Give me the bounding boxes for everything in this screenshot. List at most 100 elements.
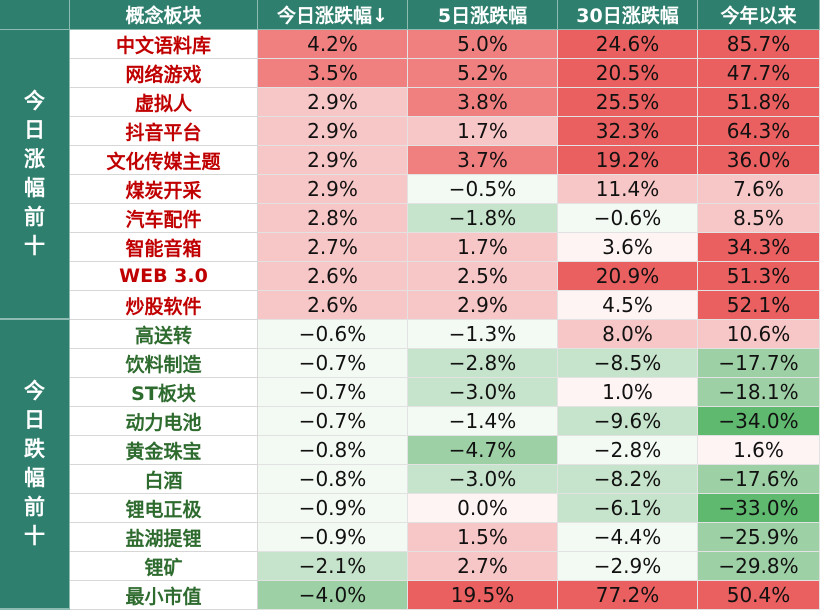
column-header: 概念板块 bbox=[70, 0, 258, 30]
value-cell: −2.8% bbox=[558, 436, 698, 465]
value-cell: 20.9% bbox=[558, 262, 698, 291]
value-cell: −3.0% bbox=[408, 465, 558, 494]
value-cell: −9.6% bbox=[558, 407, 698, 436]
value-cell: −6.1% bbox=[558, 494, 698, 523]
value-cell: 4.5% bbox=[558, 291, 698, 320]
value-cell: −0.8% bbox=[258, 436, 408, 465]
value-cell: −1.4% bbox=[408, 407, 558, 436]
value-cell: 47.7% bbox=[698, 59, 820, 88]
sector-name: 最小市值 bbox=[70, 581, 258, 610]
value-cell: 10.6% bbox=[698, 320, 820, 349]
value-cell: 19.5% bbox=[408, 581, 558, 610]
value-cell: 2.8% bbox=[258, 204, 408, 233]
group-label-char: 今 bbox=[24, 89, 45, 113]
value-cell: 2.9% bbox=[258, 88, 408, 117]
value-cell: −34.0% bbox=[698, 407, 820, 436]
group-label-char: 跌 bbox=[24, 437, 45, 461]
value-cell: −8.5% bbox=[558, 349, 698, 378]
value-cell: 24.6% bbox=[558, 30, 698, 59]
value-cell: 64.3% bbox=[698, 117, 820, 146]
sector-name: 锂矿 bbox=[70, 552, 258, 581]
value-cell: 3.7% bbox=[408, 146, 558, 175]
value-cell: −0.9% bbox=[258, 494, 408, 523]
value-cell: −29.8% bbox=[698, 552, 820, 581]
value-cell: 3.8% bbox=[408, 88, 558, 117]
sector-name: 汽车配件 bbox=[70, 204, 258, 233]
group-label-char: 日 bbox=[24, 118, 45, 142]
value-cell: 2.9% bbox=[408, 291, 558, 320]
value-cell: 50.4% bbox=[698, 581, 820, 610]
column-header: 5日涨跌幅 bbox=[408, 0, 558, 30]
sector-name: 动力电池 bbox=[70, 407, 258, 436]
value-cell: 3.5% bbox=[258, 59, 408, 88]
sector-name: ST板块 bbox=[70, 378, 258, 407]
value-cell: −0.8% bbox=[258, 465, 408, 494]
value-cell: 8.0% bbox=[558, 320, 698, 349]
group-label-char: 日 bbox=[24, 408, 45, 432]
value-cell: −0.6% bbox=[258, 320, 408, 349]
value-cell: −4.4% bbox=[558, 523, 698, 552]
group-label-char: 幅 bbox=[24, 176, 45, 200]
value-cell: 11.4% bbox=[558, 175, 698, 204]
value-cell: 85.7% bbox=[698, 30, 820, 59]
value-cell: 1.6% bbox=[698, 436, 820, 465]
value-cell: 19.2% bbox=[558, 146, 698, 175]
value-cell: −2.9% bbox=[558, 552, 698, 581]
column-header: 30日涨跌幅 bbox=[558, 0, 698, 30]
value-cell: −17.7% bbox=[698, 349, 820, 378]
value-cell: 4.2% bbox=[258, 30, 408, 59]
sector-name: 煤炭开采 bbox=[70, 175, 258, 204]
value-cell: −0.6% bbox=[558, 204, 698, 233]
value-cell: 52.1% bbox=[698, 291, 820, 320]
sector-name: 黄金珠宝 bbox=[70, 436, 258, 465]
value-cell: 7.6% bbox=[698, 175, 820, 204]
sector-name: 盐湖提锂 bbox=[70, 523, 258, 552]
value-cell: 25.5% bbox=[558, 88, 698, 117]
value-cell: 2.6% bbox=[258, 262, 408, 291]
group-label-char: 前 bbox=[24, 495, 45, 519]
value-cell: −25.9% bbox=[698, 523, 820, 552]
column-header: 今年以来 bbox=[698, 0, 820, 30]
value-cell: 0.0% bbox=[408, 494, 558, 523]
value-cell: 20.5% bbox=[558, 59, 698, 88]
value-cell: 2.9% bbox=[258, 175, 408, 204]
value-cell: 1.5% bbox=[408, 523, 558, 552]
sector-name: 智能音箱 bbox=[70, 233, 258, 262]
group-label-char: 今 bbox=[24, 379, 45, 403]
value-cell: 2.7% bbox=[258, 233, 408, 262]
sector-name: 饮料制造 bbox=[70, 349, 258, 378]
value-cell: −2.1% bbox=[258, 552, 408, 581]
sector-name: 高送转 bbox=[70, 320, 258, 349]
value-cell: 5.2% bbox=[408, 59, 558, 88]
value-cell: 1.0% bbox=[558, 378, 698, 407]
group-label: 今日涨幅前十 bbox=[0, 30, 70, 320]
sector-name: 炒股软件 bbox=[70, 291, 258, 320]
value-cell: −0.7% bbox=[258, 378, 408, 407]
value-cell: 2.6% bbox=[258, 291, 408, 320]
value-cell: 32.3% bbox=[558, 117, 698, 146]
sector-name: 锂电正极 bbox=[70, 494, 258, 523]
value-cell: 2.9% bbox=[258, 146, 408, 175]
sector-name: 文化传媒主题 bbox=[70, 146, 258, 175]
value-cell: 2.7% bbox=[408, 552, 558, 581]
value-cell: 51.8% bbox=[698, 88, 820, 117]
value-cell: 34.3% bbox=[698, 233, 820, 262]
value-cell: 8.5% bbox=[698, 204, 820, 233]
value-cell: 5.0% bbox=[408, 30, 558, 59]
value-cell: −18.1% bbox=[698, 378, 820, 407]
value-cell: 1.7% bbox=[408, 117, 558, 146]
value-cell: −0.7% bbox=[258, 407, 408, 436]
sector-name: 抖音平台 bbox=[70, 117, 258, 146]
group-label-char: 十 bbox=[24, 524, 45, 548]
column-header: 今日涨跌幅↓ bbox=[258, 0, 408, 30]
sector-name: 白酒 bbox=[70, 465, 258, 494]
value-cell: 3.6% bbox=[558, 233, 698, 262]
value-cell: 77.2% bbox=[558, 581, 698, 610]
group-label-char: 前 bbox=[24, 205, 45, 229]
value-cell: −4.7% bbox=[408, 436, 558, 465]
sector-name: 虚拟人 bbox=[70, 88, 258, 117]
value-cell: −8.2% bbox=[558, 465, 698, 494]
group-label-char: 十 bbox=[24, 234, 45, 258]
value-cell: −4.0% bbox=[258, 581, 408, 610]
